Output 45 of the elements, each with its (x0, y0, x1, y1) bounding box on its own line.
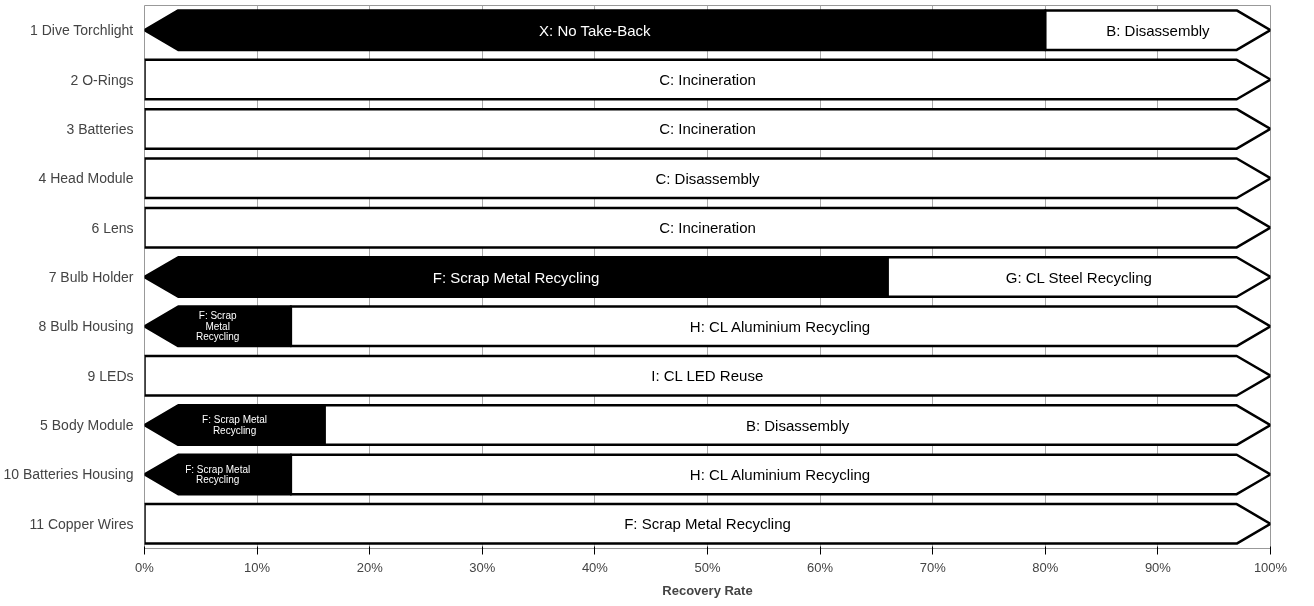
data-label: B: Disassembly (1106, 21, 1211, 39)
x-tick-label: 60% (807, 559, 834, 575)
y-tick-label: 7 Bulb Holder (48, 269, 134, 285)
x-tick-label: 50% (694, 559, 721, 575)
x-tick-label: 80% (1032, 559, 1059, 575)
x-tick-label: 70% (919, 559, 947, 575)
bar (144, 502, 1271, 545)
x-axis-title: Recovery Rate (662, 582, 753, 598)
y-tick-label: 5 Body Module (40, 417, 134, 434)
y-tick-label: 9 LEDs (87, 367, 134, 384)
bar (144, 157, 1271, 200)
y-tick-label: 1 Dive Torchlight (30, 22, 134, 39)
y-tick-label: 11 Copper Wires (29, 515, 134, 532)
x-tick-label: 0% (135, 559, 155, 575)
data-label: F: Scrap Metal Recycling (202, 414, 268, 436)
data-label: G: CL Steel Recycling (1005, 268, 1152, 286)
data-label: X: No Take-Back (539, 21, 651, 39)
data-label: F: Scrap Metal Recycling (196, 310, 240, 343)
bar (144, 107, 1271, 150)
x-tick-label: 100% (1253, 559, 1288, 575)
data-label: C: Incineration (659, 219, 756, 237)
data-label: C: Incineration (659, 120, 756, 138)
x-tick-label: 20% (356, 559, 384, 575)
bar (144, 354, 1271, 397)
data-label: C: Incineration (659, 71, 756, 89)
x-tick-label: 40% (581, 559, 609, 575)
x-tick-label: 10% (244, 559, 271, 575)
data-label: I: CL LED Reuse (651, 367, 764, 385)
y-tick-label: 4 Head Module (38, 170, 134, 187)
bar (144, 206, 1271, 249)
data-label: C: Disassembly (655, 169, 761, 187)
bar (144, 58, 1271, 101)
data-label: H: CL Aluminium Recycling (689, 465, 871, 483)
y-tick-label: 2 O-Rings (70, 71, 134, 88)
data-label: F: Scrap Metal Recycling (432, 268, 600, 286)
data-label: F: Scrap Metal Recycling (624, 515, 791, 533)
data-label: F: Scrap Metal Recycling (185, 463, 251, 486)
data-label: B: Disassembly (745, 416, 850, 434)
y-tick-label: 6 Lens (91, 219, 134, 236)
y-tick-label: 8 Bulb Housing (38, 318, 134, 335)
data-label: H: CL Aluminium Recycling (689, 317, 871, 335)
y-tick-label: 10 Batteries Housing (3, 466, 134, 483)
x-tick-label: 30% (469, 559, 496, 575)
x-tick-label: 90% (1144, 559, 1172, 575)
y-tick-label: 3 Batteries (66, 120, 134, 137)
